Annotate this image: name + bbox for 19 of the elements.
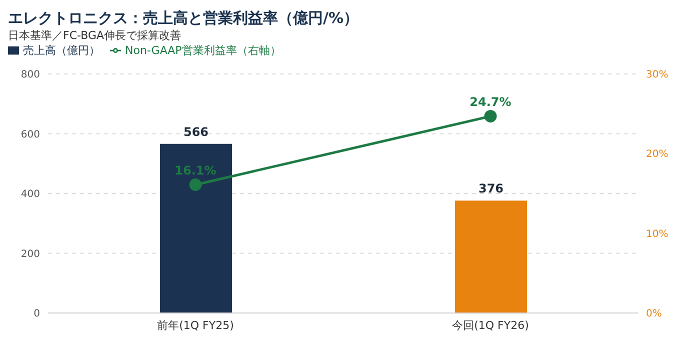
data-label: 566	[183, 124, 209, 139]
x-tick-label: 前年(1Q FY25)	[157, 318, 234, 332]
data-label: 376	[478, 182, 504, 196]
y-tick-label: 0	[34, 308, 40, 320]
y-tick-label: 200	[20, 248, 40, 260]
y-tick-label: 600	[20, 129, 40, 140]
y2-tick-label: 20%	[646, 149, 668, 160]
y-tick-label: 400	[20, 189, 40, 200]
legend-label: 売上高（億円）	[23, 44, 100, 57]
y-tick-label: 800	[20, 70, 40, 81]
y2-tick-label: 30%	[646, 70, 668, 81]
y2-tick-label: 10%	[646, 228, 668, 240]
chart-title: エレクトロニクス：売上高と営業利益率（億円/%）	[8, 8, 360, 28]
data-label: 16.1%	[174, 164, 216, 178]
chart-subtitle: 日本基準／FC-BGA伸長で採算改善	[8, 28, 182, 43]
x-tick-label: 今回(1Q FY26)	[452, 318, 529, 332]
legend-label: Non-GAAP営業利益率（右軸）	[125, 44, 281, 57]
y2-tick-label: 0%	[646, 308, 662, 320]
data-label: 24.7%	[470, 95, 512, 110]
